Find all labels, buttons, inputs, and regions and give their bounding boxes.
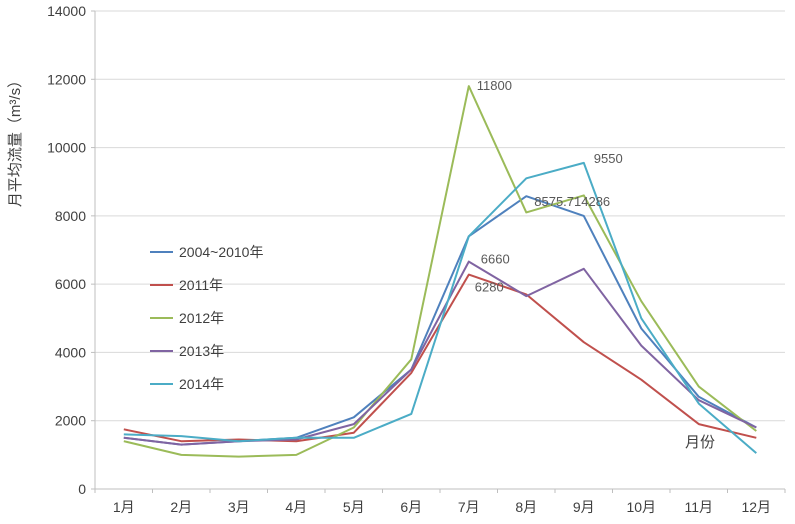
legend-label-1: 2011年: [179, 277, 223, 293]
x-tick-label: 12月: [741, 499, 771, 515]
series-line-2: [123, 85, 757, 458]
y-axis-title: 月平均流量（m³/s）: [7, 73, 24, 207]
x-tick-label: 2月: [170, 499, 192, 515]
y-tick-label: 8000: [55, 208, 86, 224]
legend-label-3: 2013年: [179, 343, 224, 359]
x-tick-label: 3月: [228, 499, 250, 515]
x-tick-label: 8月: [515, 499, 537, 515]
data-label: 8575.714286: [534, 194, 610, 209]
data-label: 6660: [481, 252, 510, 267]
x-tick-label: 1月: [113, 499, 135, 515]
y-tick-label: 10000: [47, 140, 86, 156]
x-tick-label: 10月: [626, 499, 656, 515]
x-tick-label: 5月: [343, 499, 365, 515]
series-line-4: [123, 161, 757, 454]
x-tick-label: 6月: [400, 499, 422, 515]
x-axis-title: 月份: [685, 434, 715, 451]
x-tick-label: 9月: [573, 499, 595, 515]
y-tick-label: 6000: [55, 276, 86, 292]
data-label: 9550: [594, 151, 623, 166]
y-tick-label: 14000: [47, 3, 86, 19]
series-line-3: [123, 260, 757, 446]
x-tick-label: 4月: [285, 499, 307, 515]
legend-label-0: 2004~2010年: [179, 244, 263, 260]
y-tick-label: 2000: [55, 413, 86, 429]
y-tick-label: 0: [78, 481, 86, 497]
x-tick-label: 7月: [458, 499, 480, 515]
y-tick-label: 12000: [47, 71, 86, 87]
legend-label-2: 2012年: [179, 310, 224, 326]
legend-label-4: 2014年: [179, 376, 224, 392]
y-tick-label: 4000: [55, 344, 86, 360]
data-label: 11800: [477, 78, 512, 93]
data-label: 6280: [475, 280, 504, 295]
x-tick-label: 11月: [684, 499, 713, 515]
